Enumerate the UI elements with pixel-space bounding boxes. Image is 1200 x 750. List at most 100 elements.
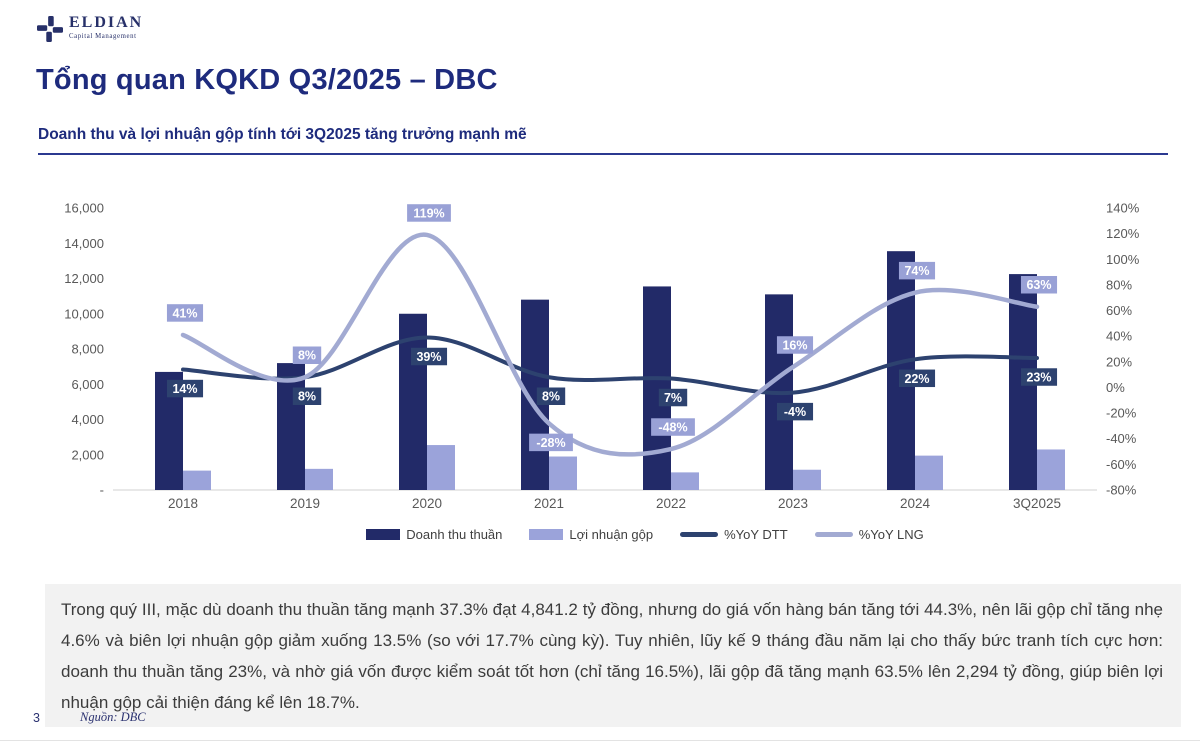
right-axis-tick: 60% <box>1106 303 1132 318</box>
legend-label: %YoY LNG <box>858 527 924 542</box>
brand-logo: ELDIAN Capital Management <box>37 15 143 43</box>
data-label: 41% <box>172 306 197 320</box>
right-axis-tick: 80% <box>1106 277 1132 292</box>
data-label: 7% <box>664 391 682 405</box>
combo-chart: 16,000 14,000 12,000 10,000 8,000 6,000 4,000 2… <box>64 201 1140 512</box>
data-label-box <box>166 379 204 398</box>
right-axis-tick: -20% <box>1106 406 1137 421</box>
right-axis-tick: 20% <box>1106 354 1132 369</box>
legend-label: Lợi nhuận gộp <box>569 527 654 542</box>
bar-gross-profit <box>915 455 943 490</box>
right-axis-tick: 140% <box>1106 201 1140 216</box>
data-label: 23% <box>1026 371 1051 385</box>
footer-divider <box>0 740 1200 741</box>
legend-line-swatch <box>680 532 719 537</box>
data-label-box <box>529 433 573 452</box>
title-divider <box>38 153 1168 155</box>
brand-logo-icon <box>37 16 63 42</box>
data-label: -48% <box>658 421 687 435</box>
source-note: Nguồn: DBC <box>80 710 146 724</box>
right-axis-tick: -40% <box>1106 431 1137 446</box>
data-label-box <box>776 336 814 354</box>
data-label: 8% <box>542 390 560 404</box>
chart-legend: Doanh thu thuần Lợi nhuận gộp %YoY DTT %YoY… <box>0 527 1200 542</box>
data-label-box <box>292 346 322 364</box>
data-label-box <box>410 347 448 366</box>
bar-revenue <box>643 286 671 490</box>
legend-bar-swatch <box>529 529 564 540</box>
x-axis-label: 2018 <box>168 496 198 511</box>
data-label: -28% <box>536 436 565 450</box>
data-label: 39% <box>416 350 441 364</box>
right-axis-tick: 0% <box>1106 380 1125 395</box>
bar-gross-profit <box>183 470 211 490</box>
legend-item: Lợi nhuận gộp <box>529 527 653 542</box>
data-label-box <box>1020 368 1058 386</box>
bar-gross-profit <box>671 472 699 490</box>
bar-gross-profit <box>427 445 455 490</box>
data-label-box <box>651 418 695 436</box>
x-axis-label: 2019 <box>290 496 320 511</box>
left-axis-tick: 12,000 <box>64 271 104 286</box>
slide-subtitle: Doanh thu và lợi nhuận gộp tính tới 3Q20… <box>38 126 527 143</box>
legend-label: %YoY DTT <box>724 527 788 542</box>
data-label: 8% <box>298 390 316 404</box>
left-axis-tick: 16,000 <box>64 201 104 216</box>
bar-revenue <box>399 313 427 490</box>
data-label: 22% <box>904 372 929 386</box>
brand-name: ELDIAN <box>69 14 144 31</box>
x-axis-label: 2023 <box>778 496 808 511</box>
x-axis-label: 2021 <box>534 496 564 511</box>
data-label-box <box>1020 275 1058 294</box>
data-label: 16% <box>782 338 807 352</box>
x-axis-label: 3Q2025 <box>1013 496 1061 511</box>
left-axis-tick: 2,000 <box>71 447 104 462</box>
right-axis-tick: -80% <box>1106 483 1137 498</box>
data-label-box <box>536 387 566 405</box>
legend-line-swatch <box>814 532 853 537</box>
x-axis-label: 2020 <box>412 496 442 511</box>
bar-revenue <box>277 363 305 490</box>
left-axis-tick: 14,000 <box>64 236 104 251</box>
x-axis-label: 2022 <box>656 496 686 511</box>
bar-gross-profit <box>549 456 577 490</box>
data-label-box <box>898 261 936 280</box>
legend-item: %YoY DTT <box>680 527 788 542</box>
x-axis-label: 2024 <box>900 496 931 511</box>
data-label: 119% <box>413 206 444 220</box>
brand-tagline: Capital Management <box>69 33 137 40</box>
data-label-box <box>166 304 204 322</box>
left-axis-tick: 6,000 <box>71 377 104 392</box>
right-axis-tick: 100% <box>1106 252 1140 267</box>
left-axis-tick: - <box>100 483 104 498</box>
line-yoy-dtt <box>181 335 1039 396</box>
bar-gross-profit <box>305 468 333 490</box>
legend-item: %YoY LNG <box>814 527 924 542</box>
left-axis-tick: 10,000 <box>64 306 104 321</box>
left-axis-tick: 8,000 <box>71 342 104 357</box>
data-label: -4% <box>784 405 806 419</box>
right-axis-tick: 40% <box>1106 329 1132 344</box>
page-number: 3 <box>33 711 40 725</box>
right-axis-tick: 120% <box>1106 226 1140 241</box>
data-label: 8% <box>298 349 316 363</box>
data-label: 14% <box>172 382 197 396</box>
legend-item: Doanh thu thuần <box>366 527 502 542</box>
right-axis-tick: -60% <box>1106 457 1137 472</box>
legend-label: Doanh thu thuần <box>406 527 503 542</box>
data-label-box <box>776 402 814 421</box>
left-axis-tick: 4,000 <box>71 412 104 427</box>
commentary-block: Trong quý III, mặc dù doanh thu thuần tă… <box>45 584 1181 727</box>
data-label-box <box>292 387 322 405</box>
line-yoy-lng <box>180 232 1040 457</box>
data-label: 74% <box>904 264 929 278</box>
page-title: Tổng quan KQKD Q3/2025 – DBC <box>36 64 498 96</box>
data-label-box <box>898 369 936 388</box>
data-label-box <box>407 204 451 222</box>
bar-gross-profit <box>1037 449 1065 490</box>
data-label-box <box>658 388 688 407</box>
bar-gross-profit <box>793 469 821 490</box>
legend-bar-swatch <box>366 529 401 540</box>
data-label: 63% <box>1026 278 1051 292</box>
